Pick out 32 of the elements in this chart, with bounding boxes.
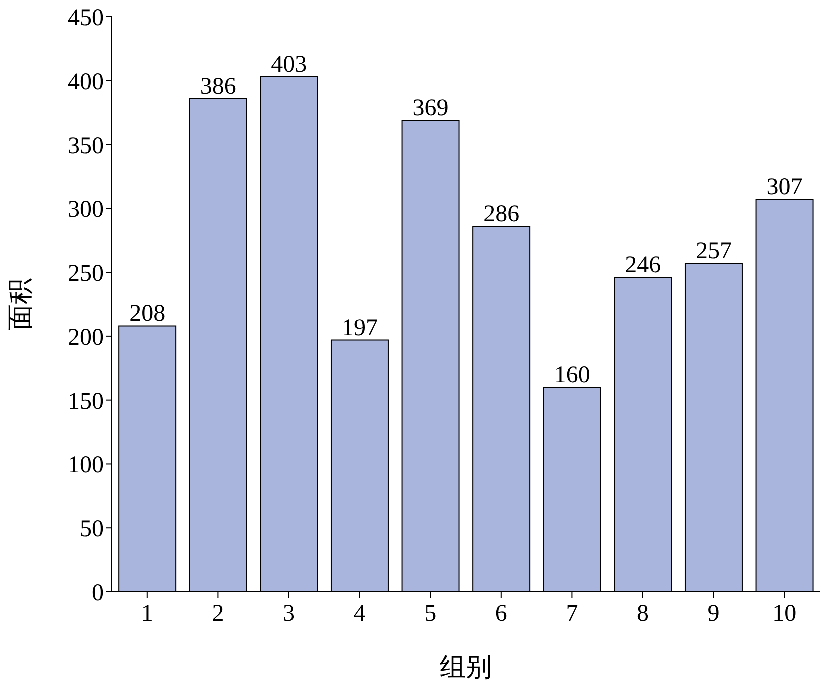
y-tick-label: 50 xyxy=(80,516,104,543)
x-tick-label: 7 xyxy=(566,601,578,628)
y-tick-label: 350 xyxy=(68,133,104,160)
data-label: 160 xyxy=(554,362,590,389)
y-tick-label: 250 xyxy=(68,261,104,288)
x-tick-label: 6 xyxy=(495,601,508,628)
x-tick-label: 5 xyxy=(424,601,437,628)
y-tick-label: 100 xyxy=(68,452,104,479)
x-axis-title: 组别 xyxy=(440,653,492,682)
x-tick-label: 1 xyxy=(141,601,154,628)
data-label: 257 xyxy=(696,238,732,265)
data-label: 246 xyxy=(625,252,662,279)
x-tick-label: 8 xyxy=(637,601,649,628)
y-tick-label: 450 xyxy=(68,6,104,32)
y-tick-label: 0 xyxy=(92,580,104,607)
data-label: 369 xyxy=(412,96,449,122)
x-tick-label: 10 xyxy=(772,601,797,628)
y-tick-label: 300 xyxy=(68,197,104,224)
data-label: 208 xyxy=(130,301,166,328)
data-label: 307 xyxy=(766,174,803,201)
data-label: 386 xyxy=(200,74,236,100)
data-label: 286 xyxy=(484,202,520,228)
data-label: 403 xyxy=(271,52,308,78)
y-tick-label: 400 xyxy=(68,69,104,96)
y-tick-label: 200 xyxy=(68,324,104,351)
x-tick-label: 4 xyxy=(354,601,366,628)
y-axis-title: 面积 xyxy=(6,278,36,330)
data-label: 197 xyxy=(342,315,378,342)
x-tick-label: 9 xyxy=(708,601,720,628)
y-tick-label: 150 xyxy=(68,388,104,415)
x-tick-label: 2 xyxy=(212,601,224,628)
x-tick-label: 3 xyxy=(283,601,295,628)
